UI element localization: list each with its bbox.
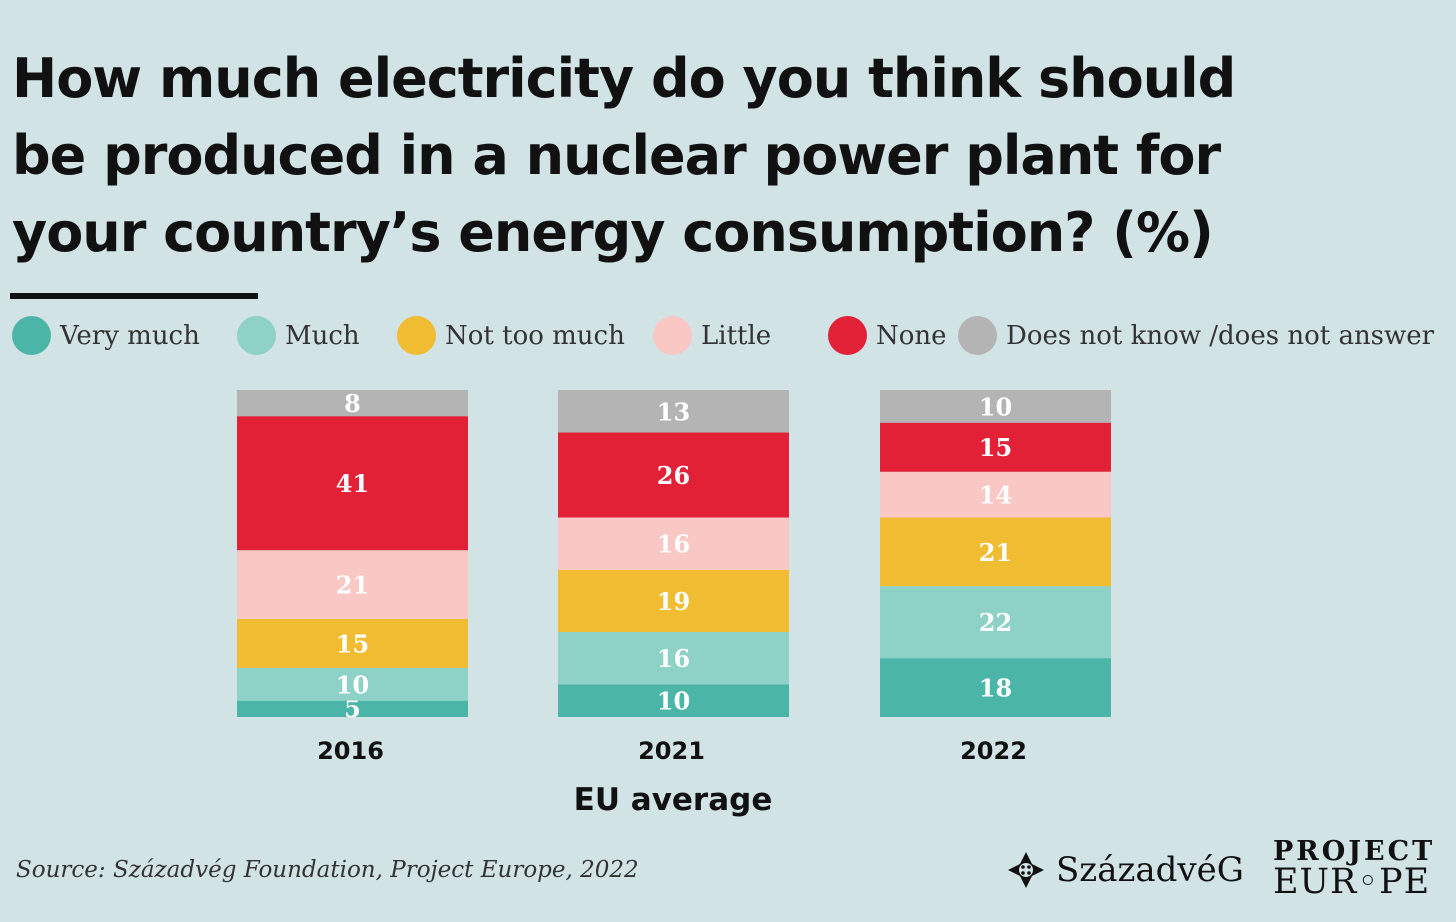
- legend-swatch: [12, 316, 51, 355]
- chart-title: How much electricity do you think should…: [12, 47, 1236, 264]
- bar-segment: [558, 631, 789, 685]
- data-label: 15: [979, 433, 1012, 462]
- legend-label: Little: [701, 320, 772, 351]
- bar-segment: [880, 658, 1111, 717]
- data-label: 26: [657, 461, 690, 490]
- legend-item: Much: [237, 316, 360, 355]
- legend-item: Very much: [12, 316, 200, 355]
- bar-segment: [558, 390, 789, 433]
- bar-segment: [880, 586, 1111, 659]
- bar-segment: [237, 550, 468, 619]
- legend-label: Much: [285, 320, 360, 351]
- legend-item: Does not know /does not answer: [958, 316, 1434, 355]
- data-label: 21: [336, 571, 369, 600]
- data-label: 15: [336, 629, 369, 658]
- data-label: 19: [657, 587, 690, 616]
- legend-swatch: [958, 316, 997, 355]
- x-tick-label: 2021: [638, 737, 705, 765]
- bar-segment: [880, 517, 1111, 587]
- legend-item: Not too much: [397, 316, 625, 355]
- legend-item: None: [828, 316, 947, 355]
- x-axis-label: EU average: [573, 782, 773, 818]
- source-note: Source: Századvég Foundation, Project Eu…: [16, 857, 639, 883]
- legend-label: Not too much: [445, 320, 625, 351]
- bar-segment: [237, 667, 468, 701]
- bar-segment: [558, 569, 789, 632]
- project-europe-logo: PROJECT EUR◦PE: [1273, 838, 1435, 900]
- data-label: 16: [657, 530, 690, 559]
- stacked-bar-chart: 5101521418201610161916261320211822211415…: [237, 389, 1111, 765]
- szazadveg-logo-text: SzázadvéG: [1056, 850, 1244, 890]
- data-label: 13: [657, 397, 690, 426]
- project-europe-logo-line1: PROJECT: [1273, 836, 1436, 867]
- data-label: 10: [979, 392, 1012, 421]
- bar-segment: [880, 422, 1111, 472]
- legend-label: Does not know /does not answer: [1006, 320, 1435, 351]
- legend-swatch: [653, 316, 692, 355]
- szazadveg-logo: SzázadvéG: [1008, 850, 1244, 890]
- bar-segment: [558, 517, 789, 570]
- data-label: 18: [979, 674, 1012, 703]
- bar-segment: [237, 390, 468, 417]
- legend-label: None: [876, 320, 947, 351]
- bar-segment: [558, 432, 789, 518]
- data-label: 41: [336, 469, 369, 498]
- bar-segment: [880, 390, 1111, 423]
- szazadveg-emblem-icon: [1008, 852, 1044, 888]
- data-label: 10: [336, 670, 369, 699]
- data-label: 10: [657, 687, 690, 716]
- title-underline: [10, 293, 258, 299]
- data-label: 22: [979, 608, 1012, 637]
- legend-swatch: [237, 316, 276, 355]
- legend-label: Very much: [60, 320, 200, 351]
- data-label: 14: [979, 481, 1012, 510]
- bar-segment: [237, 700, 468, 717]
- bar-segment: [558, 684, 789, 717]
- data-label: 8: [344, 389, 361, 418]
- data-label: 5: [344, 694, 361, 723]
- legend-swatch: [397, 316, 436, 355]
- x-tick-label: 2016: [317, 737, 384, 765]
- data-label: 21: [979, 538, 1012, 567]
- bar-segment: [237, 416, 468, 551]
- legend-swatch: [828, 316, 867, 355]
- bar-segment: [880, 471, 1111, 518]
- legend-item: Little: [653, 316, 771, 355]
- project-europe-logo-line2: EUR◦PE: [1273, 862, 1431, 902]
- x-tick-label: 2022: [960, 737, 1027, 765]
- data-label: 16: [657, 644, 690, 673]
- bar-segment: [237, 618, 468, 668]
